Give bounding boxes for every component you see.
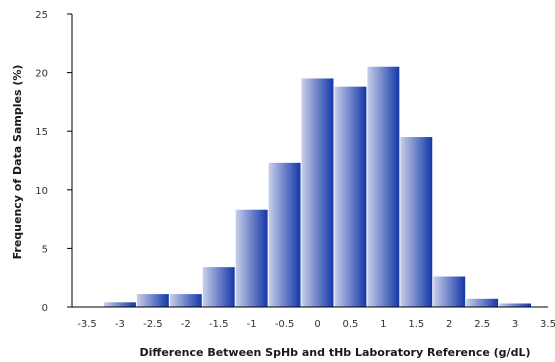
x-axis-title: Difference Between SpHb and tHb Laborato… bbox=[140, 346, 531, 359]
y-tick-group: 0 5 10 15 20 25 bbox=[35, 10, 72, 314]
y-tick-label: 10 bbox=[35, 186, 48, 197]
histogram-bar bbox=[466, 298, 499, 307]
histogram-bar bbox=[202, 267, 235, 307]
bar-group bbox=[103, 66, 532, 308]
x-tick-label: -0.5 bbox=[275, 319, 295, 330]
x-tick-label: 0.5 bbox=[342, 319, 358, 330]
x-tick-label: -2.5 bbox=[143, 319, 163, 330]
y-tick-label: 5 bbox=[42, 244, 48, 255]
y-axis-title: Frequency of Data Samples (%) bbox=[11, 65, 24, 260]
x-tick-label: 0 bbox=[314, 319, 320, 330]
histogram-bar bbox=[268, 162, 301, 307]
histogram-bar bbox=[169, 294, 202, 307]
x-tick-label: 2 bbox=[446, 319, 452, 330]
x-tick-label: 1 bbox=[380, 319, 386, 330]
histogram-bar bbox=[136, 294, 169, 307]
x-tick-label: -2 bbox=[181, 319, 191, 330]
x-tick-label: -1 bbox=[247, 319, 257, 330]
y-tick-label: 15 bbox=[35, 127, 48, 138]
x-tick-label: 3 bbox=[512, 319, 518, 330]
histogram-bar bbox=[400, 137, 433, 307]
y-tick-label: 25 bbox=[35, 10, 48, 21]
histogram-bar bbox=[499, 303, 532, 307]
histogram-bar bbox=[334, 86, 367, 307]
y-tick-label: 20 bbox=[35, 69, 48, 80]
histogram-bar bbox=[235, 209, 268, 307]
histogram-bar bbox=[367, 66, 400, 308]
x-tick-label: -1.5 bbox=[209, 319, 229, 330]
x-tick-label: 3.5 bbox=[540, 319, 555, 330]
x-tick-label: 1.5 bbox=[408, 319, 424, 330]
y-tick-label: 0 bbox=[42, 303, 48, 314]
x-tick-label: 2.5 bbox=[474, 319, 490, 330]
histogram-bar bbox=[301, 78, 334, 308]
histogram-bar bbox=[103, 302, 136, 307]
x-tick-label: -3 bbox=[115, 319, 125, 330]
x-tick-group: -3.5 -3 -2.5 -2 -1.5 -1 -0.5 0 0.5 1 1.5 2 2.5 3 3.5 bbox=[77, 319, 555, 330]
x-tick-label: -3.5 bbox=[77, 319, 97, 330]
histogram-bar bbox=[433, 276, 466, 307]
